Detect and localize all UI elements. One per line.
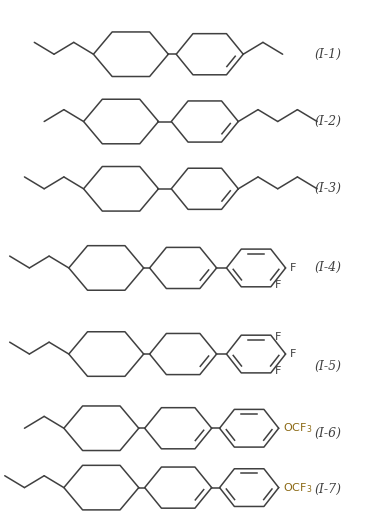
Text: F: F — [275, 332, 281, 342]
Text: (I-6): (I-6) — [314, 427, 342, 440]
Text: OCF$_3$: OCF$_3$ — [283, 422, 312, 435]
Text: (I-5): (I-5) — [314, 360, 342, 374]
Text: (I-7): (I-7) — [314, 483, 342, 496]
Text: (I-2): (I-2) — [314, 115, 342, 128]
Text: F: F — [275, 366, 281, 376]
Text: F: F — [290, 349, 296, 359]
Text: (I-1): (I-1) — [314, 48, 342, 61]
Text: (I-4): (I-4) — [314, 261, 342, 275]
Text: F: F — [275, 280, 281, 290]
Text: (I-3): (I-3) — [314, 182, 342, 196]
Text: OCF$_3$: OCF$_3$ — [283, 481, 312, 494]
Text: F: F — [290, 263, 296, 273]
